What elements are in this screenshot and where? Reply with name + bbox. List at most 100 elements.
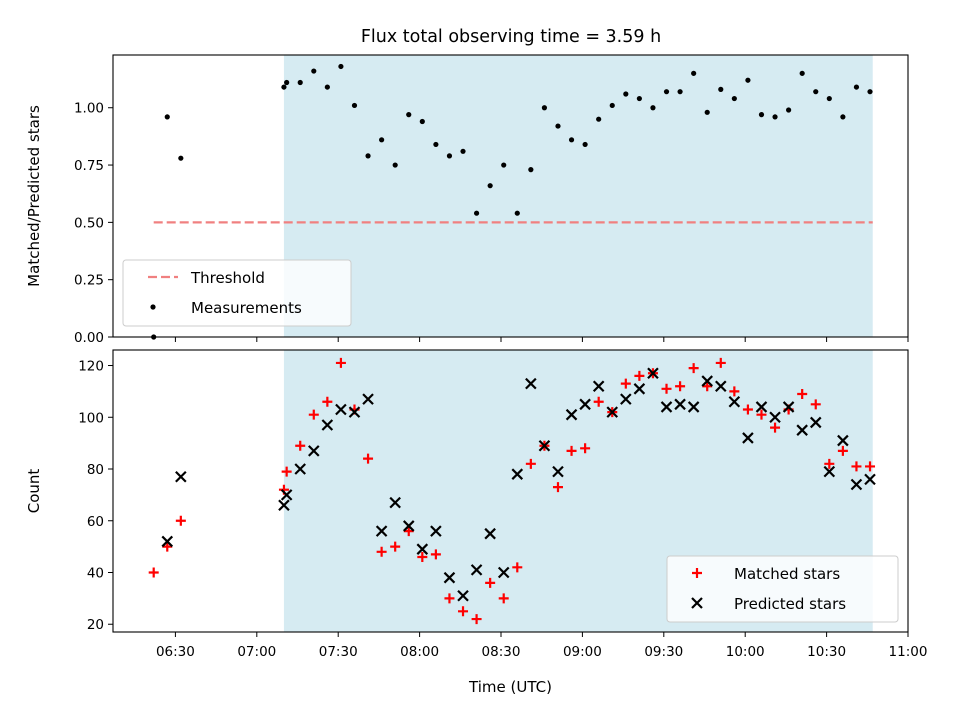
predicted-star-point: [538, 439, 551, 452]
matched-star-point: [162, 541, 173, 552]
matched-star-point: [566, 445, 577, 456]
observing-span-top: [283, 55, 873, 337]
predicted-star-point: [280, 489, 293, 501]
measurement-point: [663, 89, 670, 95]
matched-star-point: [742, 404, 753, 415]
predicted-star-point: [647, 367, 659, 380]
y-tick-label: 120: [78, 359, 104, 375]
measurement-point: [311, 68, 317, 74]
matched-star-point: [837, 445, 848, 456]
matched-star-point: [729, 386, 740, 397]
matched-star-point: [634, 370, 645, 381]
top-x-ticks: [174, 337, 909, 342]
predicted-star-point: [715, 380, 727, 392]
predicted-star-point: [294, 463, 306, 475]
predicted-star-point: [402, 520, 415, 532]
measurement-point: [528, 167, 534, 173]
matched-star-point: [525, 458, 536, 469]
predicted-star-point: [864, 473, 876, 486]
predicted-star-point: [796, 424, 808, 436]
predicted-star-point: [552, 465, 564, 478]
measurement-point: [718, 86, 724, 92]
x-tick-label: 07:00: [237, 644, 276, 660]
chart-title: Flux total observing time = 3.59 h: [361, 27, 661, 47]
matched-star-point: [797, 388, 808, 399]
y-tick-label: 0.00: [74, 330, 104, 346]
matched-star-point: [552, 482, 563, 493]
predicted-star-point: [511, 468, 524, 480]
legend-threshold-label: Threshold: [190, 269, 265, 287]
predicted-star-point: [592, 380, 605, 392]
matched-star-point: [175, 515, 186, 526]
matched-star-point: [770, 422, 781, 433]
measurement-point: [840, 114, 846, 120]
matched-star-point: [580, 443, 591, 454]
measurement-point: [758, 112, 765, 118]
count-panel: 06:30 07:00 07:30 08:00 08:30 09:00 09:30 10:00…: [25, 349, 928, 696]
predicted-star-point: [606, 406, 619, 418]
predicted-star-point: [837, 434, 849, 447]
predicted-star-point: [175, 470, 187, 483]
predicted-star-point: [484, 527, 496, 540]
legend-box: [666, 555, 899, 623]
predicted-star-point: [389, 496, 401, 509]
measurement-point: [501, 162, 507, 168]
measurement-point: [324, 84, 330, 90]
measurement-point: [772, 114, 778, 120]
measurement-point: [813, 89, 819, 95]
matched-star-point: [512, 562, 523, 573]
measurement-point: [596, 116, 602, 122]
measurement-point: [731, 95, 737, 102]
measurement-point: [826, 95, 832, 102]
measurement-point: [351, 102, 358, 109]
predicted-star-point: [850, 478, 863, 491]
y-tick-label: 0.75: [74, 158, 104, 174]
predicted-star-point: [308, 445, 320, 457]
measurement-point: [704, 109, 710, 115]
y-tick-label: 1.00: [74, 101, 104, 117]
x-tick-label: 09:00: [563, 644, 602, 660]
matched-star-point: [810, 399, 821, 410]
measurement-point: [691, 70, 697, 76]
bottom-series: [148, 357, 876, 625]
predicted-star-point: [579, 398, 591, 411]
y-tick-label: 0.50: [74, 215, 104, 231]
predicted-star-point: [660, 401, 673, 413]
matched-star-point: [593, 396, 604, 407]
predicted-star-point: [375, 525, 388, 537]
measurement-point: [867, 89, 873, 95]
x-tick-label: 11:00: [889, 644, 928, 660]
measurement-point: [446, 153, 453, 159]
measurement-point: [677, 89, 683, 95]
matched-star-point: [444, 593, 455, 604]
measurement-point: [609, 102, 615, 109]
top-legend: Threshold Measurements: [122, 259, 352, 327]
x-tick-label: 08:00: [400, 644, 439, 660]
measurement-point: [745, 77, 751, 83]
measurement-point: [406, 112, 412, 118]
matched-star-point: [675, 381, 686, 392]
predicted-star-point: [362, 393, 374, 405]
matched-star-point: [390, 541, 401, 552]
predicted-star-point: [321, 419, 334, 431]
predicted-star-point: [443, 571, 456, 584]
measurement-point: [365, 153, 371, 159]
matched-star-point: [715, 357, 726, 368]
x-tick-label: 10:00: [726, 644, 765, 660]
measurement-point: [419, 118, 425, 125]
measurement-point: [623, 91, 629, 97]
predicted-star-point: [809, 416, 822, 429]
y-tick-label: 40: [87, 565, 104, 581]
x-axis-label: Time (UTC): [468, 678, 552, 696]
measurement-point: [392, 162, 398, 168]
legend-matched-label: Matched stars: [734, 565, 840, 583]
legend-predicted-label: Predicted stars: [734, 595, 846, 613]
measurement-point: [178, 155, 184, 161]
matched-star-point: [661, 383, 672, 394]
predicted-star-point: [335, 403, 347, 416]
matched-star-point: [430, 549, 441, 560]
measurement-point: [636, 95, 642, 102]
predicted-star-point: [430, 525, 442, 537]
measurement-point: [281, 84, 287, 90]
